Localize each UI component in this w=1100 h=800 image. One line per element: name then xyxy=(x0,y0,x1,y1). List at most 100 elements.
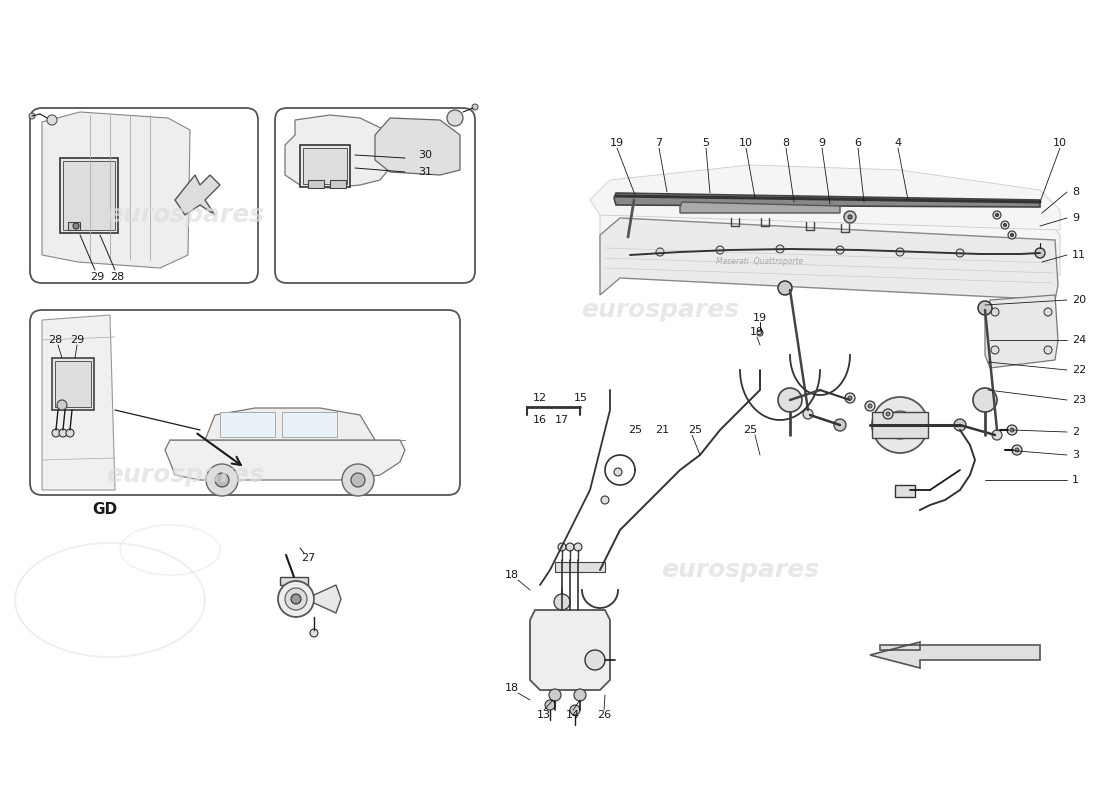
Text: 7: 7 xyxy=(656,138,662,148)
Circle shape xyxy=(848,396,852,400)
Text: 23: 23 xyxy=(1072,395,1086,405)
Bar xyxy=(308,180,324,188)
Polygon shape xyxy=(600,218,1058,300)
FancyBboxPatch shape xyxy=(30,310,460,495)
Circle shape xyxy=(73,223,79,229)
Circle shape xyxy=(1001,221,1009,229)
Bar xyxy=(220,412,275,437)
Circle shape xyxy=(558,543,566,551)
Circle shape xyxy=(778,281,792,295)
Bar xyxy=(52,358,94,410)
Text: 18: 18 xyxy=(505,683,519,693)
Text: 3: 3 xyxy=(1072,450,1079,460)
Bar xyxy=(330,180,346,188)
Bar xyxy=(556,562,605,572)
Text: 25: 25 xyxy=(742,425,757,435)
Circle shape xyxy=(342,464,374,496)
Text: 22: 22 xyxy=(1072,365,1087,375)
Bar xyxy=(55,361,91,407)
Text: eurospares: eurospares xyxy=(581,298,739,322)
Polygon shape xyxy=(530,610,610,690)
Circle shape xyxy=(778,388,802,412)
Bar xyxy=(872,412,928,438)
Circle shape xyxy=(895,420,905,430)
Bar xyxy=(63,161,116,230)
Circle shape xyxy=(66,429,74,437)
Text: 10: 10 xyxy=(739,138,754,148)
Circle shape xyxy=(601,496,609,504)
Text: 2: 2 xyxy=(1072,427,1079,437)
Text: 27: 27 xyxy=(301,553,315,563)
Polygon shape xyxy=(205,408,375,440)
Polygon shape xyxy=(175,175,220,215)
FancyBboxPatch shape xyxy=(275,108,475,283)
Circle shape xyxy=(1008,231,1016,239)
Circle shape xyxy=(292,594,301,604)
Circle shape xyxy=(310,629,318,637)
Text: 12: 12 xyxy=(532,393,547,403)
Circle shape xyxy=(836,246,844,254)
Circle shape xyxy=(845,393,855,403)
Polygon shape xyxy=(375,118,460,175)
Circle shape xyxy=(803,409,813,419)
Circle shape xyxy=(886,412,890,416)
Circle shape xyxy=(1011,234,1013,237)
Text: 5: 5 xyxy=(703,138,710,148)
Circle shape xyxy=(865,401,874,411)
Bar xyxy=(895,485,915,497)
Circle shape xyxy=(1006,425,1018,435)
Circle shape xyxy=(52,429,60,437)
Circle shape xyxy=(544,700,556,710)
Circle shape xyxy=(991,308,999,316)
Text: 15: 15 xyxy=(574,393,589,403)
Text: 25: 25 xyxy=(628,425,642,435)
Text: 11: 11 xyxy=(1072,250,1086,260)
Text: Maserati  Quattroporte: Maserati Quattroporte xyxy=(716,258,804,266)
Text: GD: GD xyxy=(92,502,118,518)
Circle shape xyxy=(47,115,57,125)
Polygon shape xyxy=(314,585,341,613)
Bar xyxy=(280,577,308,585)
Circle shape xyxy=(566,543,574,551)
Circle shape xyxy=(1044,346,1052,354)
Circle shape xyxy=(570,705,580,715)
Text: 16: 16 xyxy=(534,415,547,425)
Circle shape xyxy=(992,430,1002,440)
Circle shape xyxy=(285,588,307,610)
Text: 19: 19 xyxy=(752,313,767,323)
Text: 25: 25 xyxy=(688,425,702,435)
Polygon shape xyxy=(42,315,116,490)
Circle shape xyxy=(206,464,238,496)
Text: 9: 9 xyxy=(1072,213,1079,223)
Text: 29: 29 xyxy=(90,272,104,282)
Text: 21: 21 xyxy=(654,425,669,435)
Circle shape xyxy=(472,104,478,110)
Circle shape xyxy=(991,346,999,354)
Circle shape xyxy=(278,581,314,617)
Text: 13: 13 xyxy=(537,710,551,720)
Polygon shape xyxy=(165,440,405,480)
Circle shape xyxy=(883,409,893,419)
Circle shape xyxy=(834,419,846,431)
Text: 8: 8 xyxy=(1072,187,1079,197)
Circle shape xyxy=(1035,248,1045,258)
Circle shape xyxy=(59,429,67,437)
Circle shape xyxy=(872,397,928,453)
Bar xyxy=(68,222,80,230)
Circle shape xyxy=(447,110,463,126)
Circle shape xyxy=(776,245,784,253)
Text: eurospares: eurospares xyxy=(661,558,820,582)
FancyBboxPatch shape xyxy=(30,108,258,283)
Polygon shape xyxy=(614,193,1040,207)
Circle shape xyxy=(886,411,914,439)
Text: 4: 4 xyxy=(894,138,902,148)
Circle shape xyxy=(554,594,570,610)
Text: 28: 28 xyxy=(48,335,62,345)
Text: 19: 19 xyxy=(609,138,624,148)
Circle shape xyxy=(954,419,966,431)
Circle shape xyxy=(978,301,992,315)
Bar xyxy=(302,148,346,184)
Circle shape xyxy=(549,689,561,701)
Text: 20: 20 xyxy=(1072,295,1086,305)
Polygon shape xyxy=(590,165,1060,230)
